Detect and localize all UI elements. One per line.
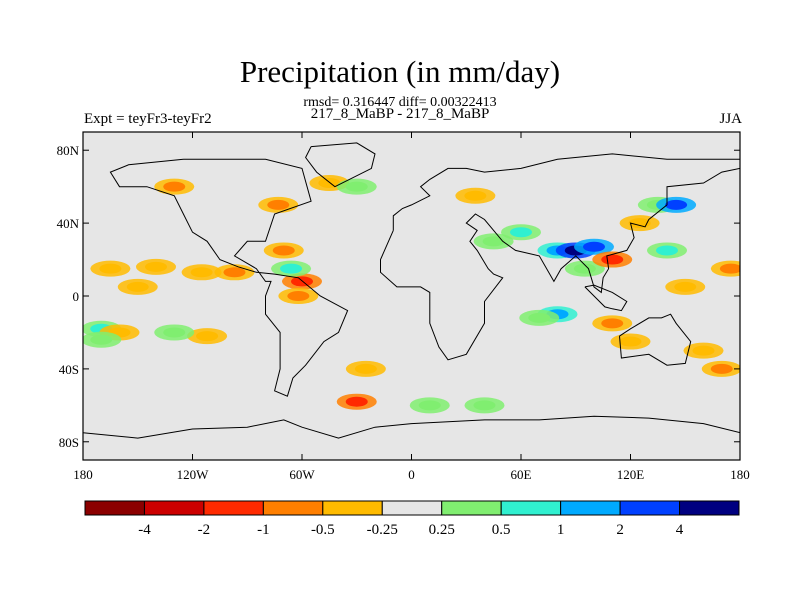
anomaly-blob (528, 312, 551, 323)
x-tick-label: 180 (73, 467, 93, 482)
coast-antarctica (83, 415, 740, 439)
anomaly-blob (418, 400, 441, 411)
y-tick-label: 40S (59, 362, 79, 377)
anomaly-blob (656, 245, 678, 256)
x-tick-label: 60W (289, 467, 315, 482)
colorbar-label: 1 (557, 522, 565, 538)
y-tick-label: 80S (59, 435, 79, 450)
colorbar-label: 0.5 (492, 522, 511, 538)
anomaly-blob (354, 363, 377, 374)
left-string: Expt = teyFr3-teyFr2 (84, 111, 212, 127)
colorbar-label: -2 (198, 522, 211, 538)
anomaly-blob (145, 261, 167, 272)
coastline-layer (83, 142, 740, 439)
chart-subtitle: rmsd= 0.316447 diff= 0.00322413 (303, 95, 497, 110)
anomaly-blob (601, 254, 624, 265)
anomaly-blob (196, 331, 219, 342)
x-tick-label: 120W (177, 467, 210, 482)
colorbar-label: -0.5 (311, 522, 335, 538)
coast-greenland (305, 142, 376, 188)
anomaly-blob (272, 245, 295, 256)
colorbar-swatch (560, 500, 621, 516)
anomaly-blob (619, 336, 642, 347)
anomaly-blob (482, 236, 505, 247)
anomaly-blob (90, 334, 113, 345)
y-tick-label: 40N (57, 216, 80, 231)
anomaly-blob (126, 281, 149, 292)
colorbar-label: -0.25 (367, 522, 398, 538)
colorbar-label: 2 (616, 522, 624, 538)
anomaly-blob (583, 241, 605, 252)
anomaly-layer (83, 175, 740, 414)
colorbar-label: 4 (676, 522, 684, 538)
anomaly-blob (163, 327, 186, 338)
x-tick-label: 0 (408, 467, 415, 482)
colorbar-swatch (322, 500, 383, 516)
anomaly-blob (287, 291, 310, 301)
colorbar-swatch (203, 500, 264, 516)
colorbar-label: -4 (138, 522, 151, 538)
x-tick-label: 60E (511, 467, 532, 482)
anomaly-blob (163, 181, 186, 192)
anomaly-blob (280, 263, 303, 274)
colorbar-swatch (679, 500, 740, 516)
anomaly-blob (692, 345, 715, 356)
anomaly-blob (710, 363, 733, 374)
anomaly-blob (99, 263, 122, 274)
coast-indonesia (584, 284, 628, 312)
x-tick-label: 120E (617, 467, 645, 482)
coast-eurasia-africa (380, 153, 740, 361)
anomaly-blob (674, 281, 697, 292)
colorbar: -4 -2 -1 -0.5 -0.25 0.25 0.5 1 2 4 (84, 500, 740, 538)
center-string: 217_8_MaBP - 217_8_MaBP (310, 106, 490, 122)
anomaly-blob (665, 199, 688, 210)
coast-americas (109, 158, 349, 397)
anomaly-blob (223, 267, 246, 278)
colorbar-swatch (500, 500, 562, 516)
colorbar-swatch (441, 500, 502, 516)
colorbar-label: 0.25 (429, 522, 455, 538)
x-tick-label: 180 (730, 467, 750, 482)
colorbar-swatch (619, 500, 681, 516)
anomaly-blob (601, 318, 624, 329)
colorbar-label: -1 (257, 522, 270, 538)
colorbar-swatch (84, 500, 145, 516)
anomaly-blob (719, 263, 740, 274)
anomaly-blob (510, 227, 532, 238)
anomaly-blob (190, 267, 213, 278)
colorbar-swatch (143, 500, 205, 516)
anomaly-blob (473, 400, 496, 411)
coast-australia (619, 313, 692, 366)
anomaly-blob (628, 218, 651, 229)
y-tick-label: 0 (73, 289, 80, 304)
chart-title: Precipitation (in mm/day) (239, 54, 561, 89)
colorbar-swatch (262, 500, 324, 516)
anomaly-blob (345, 181, 368, 192)
anomaly-blob (573, 263, 596, 274)
colorbar-swatch (381, 500, 443, 516)
anomaly-blob (464, 190, 487, 201)
y-tick-label: 80N (57, 143, 80, 158)
anomaly-blob (267, 199, 290, 210)
anomaly-blob (345, 396, 368, 407)
anomaly-blob (318, 178, 341, 189)
right-string: JJA (719, 111, 742, 127)
axis-ticks: 180 120W 60W 0 60E 120E 180 80N 40N 0 40S 80S (57, 132, 750, 482)
